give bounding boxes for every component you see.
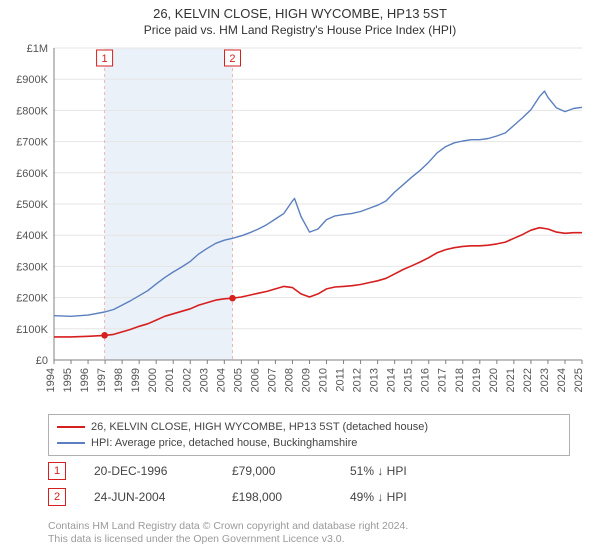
svg-text:2012: 2012 (352, 368, 364, 392)
chart-container: 26, KELVIN CLOSE, HIGH WYCOMBE, HP13 5ST… (0, 0, 600, 560)
legend-item-hpi: HPI: Average price, detached house, Buck… (57, 435, 561, 451)
svg-text:£700K: £700K (16, 137, 48, 149)
svg-text:2025: 2025 (573, 368, 585, 392)
svg-text:2016: 2016 (420, 368, 432, 392)
svg-text:2017: 2017 (437, 368, 449, 392)
svg-text:1994: 1994 (45, 368, 57, 392)
svg-text:2018: 2018 (454, 368, 466, 392)
event-marker-row: 1 20-DEC-1996 £79,000 51% ↓ HPI (48, 462, 460, 480)
svg-text:2022: 2022 (522, 368, 534, 392)
svg-text:2007: 2007 (266, 368, 278, 392)
event-marker-price: £198,000 (232, 490, 322, 504)
svg-text:2015: 2015 (403, 368, 415, 392)
legend-label: 26, KELVIN CLOSE, HIGH WYCOMBE, HP13 5ST… (91, 419, 428, 435)
footnote-line: Contains HM Land Registry data © Crown c… (48, 520, 568, 533)
event-marker-row: 2 24-JUN-2004 £198,000 49% ↓ HPI (48, 488, 460, 506)
event-marker-date: 24-JUN-2004 (94, 490, 204, 504)
svg-text:£900K: £900K (16, 74, 48, 86)
svg-text:2000: 2000 (147, 368, 159, 392)
legend-swatch (57, 442, 85, 444)
svg-text:£600K: £600K (16, 168, 48, 180)
svg-text:2019: 2019 (471, 368, 483, 392)
legend-swatch (57, 426, 85, 428)
legend: 26, KELVIN CLOSE, HIGH WYCOMBE, HP13 5ST… (48, 414, 570, 456)
event-marker-note: 51% ↓ HPI (350, 464, 460, 478)
event-markers-table: 1 20-DEC-1996 £79,000 51% ↓ HPI 2 24-JUN… (48, 462, 460, 514)
svg-text:2021: 2021 (505, 368, 517, 392)
svg-text:1997: 1997 (96, 368, 108, 392)
svg-text:2008: 2008 (283, 368, 295, 392)
svg-text:1996: 1996 (79, 368, 91, 392)
event-marker-note: 49% ↓ HPI (350, 490, 460, 504)
event-marker-badge: 1 (48, 462, 66, 480)
svg-text:2011: 2011 (335, 368, 347, 392)
svg-text:1: 1 (102, 53, 108, 65)
svg-text:2006: 2006 (249, 368, 261, 392)
price-chart: £0 £100K £200K £300K £400K £500K £600K £700K £80… (8, 42, 592, 402)
svg-text:1999: 1999 (130, 368, 142, 392)
title-address: 26, KELVIN CLOSE, HIGH WYCOMBE, HP13 5ST (0, 0, 600, 21)
title-subtitle: Price paid vs. HM Land Registry's House … (0, 21, 600, 41)
svg-text:2020: 2020 (488, 368, 500, 392)
svg-text:£500K: £500K (16, 199, 48, 211)
svg-text:£400K: £400K (16, 230, 48, 242)
event-marker-badge: 2 (48, 488, 66, 506)
svg-text:2005: 2005 (232, 368, 244, 392)
footnote: Contains HM Land Registry data © Crown c… (48, 520, 568, 546)
svg-text:£1M: £1M (27, 43, 48, 55)
svg-text:2013: 2013 (369, 368, 381, 392)
svg-text:2002: 2002 (181, 368, 193, 392)
svg-text:2004: 2004 (215, 368, 227, 392)
svg-text:2023: 2023 (539, 368, 551, 392)
svg-text:£800K: £800K (16, 105, 48, 117)
footnote-line: This data is licensed under the Open Gov… (48, 533, 568, 546)
svg-text:£0: £0 (36, 355, 48, 367)
event-marker-date: 20-DEC-1996 (94, 464, 204, 478)
svg-text:1998: 1998 (113, 368, 125, 392)
svg-text:£100K: £100K (16, 324, 48, 336)
svg-text:2024: 2024 (556, 368, 568, 392)
svg-text:2001: 2001 (164, 368, 176, 392)
legend-item-price-paid: 26, KELVIN CLOSE, HIGH WYCOMBE, HP13 5ST… (57, 419, 561, 435)
svg-text:1995: 1995 (62, 368, 74, 392)
svg-text:£300K: £300K (16, 261, 48, 273)
event-marker-price: £79,000 (232, 464, 322, 478)
svg-text:2014: 2014 (386, 368, 398, 392)
svg-text:2: 2 (229, 53, 235, 65)
legend-label: HPI: Average price, detached house, Buck… (91, 435, 357, 451)
svg-text:£200K: £200K (16, 293, 48, 305)
svg-text:2010: 2010 (318, 368, 330, 392)
svg-text:2009: 2009 (300, 368, 312, 392)
svg-text:2003: 2003 (198, 368, 210, 392)
